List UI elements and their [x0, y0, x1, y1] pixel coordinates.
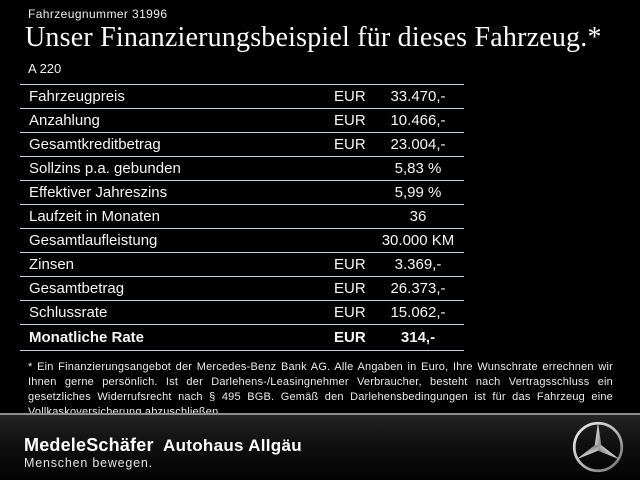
table-row: Fahrzeugpreis EUR 33.470,-	[20, 85, 464, 109]
row-value-area: EUR 33.470,-	[334, 88, 464, 105]
row-currency: EUR	[334, 112, 366, 129]
row-value-area: EUR 314,-	[334, 329, 464, 346]
row-value-area: EUR 10.466,-	[334, 112, 464, 129]
row-value: 5,99 %	[394, 184, 442, 201]
dealer-tagline: Menschen bewegen.	[24, 456, 153, 470]
table-row: Effektiver Jahreszins 5,99 %	[20, 181, 464, 205]
row-currency: EUR	[334, 304, 366, 321]
row-value-area: EUR 15.062,-	[334, 304, 464, 321]
row-value: 10.466,-	[390, 112, 446, 129]
row-value-area: 5,83 %	[334, 160, 464, 177]
row-currency: EUR	[334, 136, 366, 153]
row-value: 5,83 %	[394, 160, 442, 177]
row-label: Zinsen	[29, 256, 75, 273]
row-label: Monatliche Rate	[29, 329, 145, 346]
row-value-area: 36	[334, 208, 464, 225]
row-label: Gesamtkreditbetrag	[29, 136, 161, 153]
row-value: 23.004,-	[390, 136, 446, 153]
row-value: 36	[409, 208, 427, 225]
mercedes-star-icon	[571, 420, 625, 474]
row-value-area: EUR 26.373,-	[334, 280, 464, 297]
row-value-area: EUR 23.004,-	[334, 136, 464, 153]
row-value: 3.369,-	[394, 256, 442, 273]
vehicle-number: Fahrzeugnummer 31996	[28, 7, 168, 21]
row-label: Anzahlung	[29, 112, 100, 129]
row-label: Effektiver Jahreszins	[29, 184, 168, 201]
row-label: Laufzeit in Monaten	[29, 208, 160, 225]
row-label: Fahrzeugpreis	[29, 88, 125, 105]
row-currency: EUR	[334, 256, 366, 273]
table-row: Laufzeit in Monaten 36	[20, 205, 464, 229]
row-value-area: 30.000 KM	[334, 232, 464, 249]
row-currency: EUR	[334, 329, 366, 346]
row-label: Gesamtbetrag	[29, 280, 125, 297]
table-row: Zinsen EUR 3.369,-	[20, 253, 464, 277]
row-value-area: 5,99 %	[334, 184, 464, 201]
row-value-area: EUR 3.369,-	[334, 256, 464, 273]
row-currency: EUR	[334, 280, 366, 297]
dealer-wordmark: MedeleSchäfer	[24, 435, 154, 455]
table-row: Anzahlung EUR 10.466,-	[20, 109, 464, 133]
row-label: Gesamtlaufleistung	[29, 232, 158, 249]
table-row: Gesamtlaufleistung 30.000 KM	[20, 229, 464, 253]
table-row: Schlussrate EUR 15.062,-	[20, 301, 464, 325]
table-row: Gesamtkreditbetrag EUR 23.004,-	[20, 133, 464, 157]
row-currency: EUR	[334, 88, 366, 105]
vehicle-model: A 220	[28, 61, 62, 76]
row-label: Schlussrate	[29, 304, 108, 321]
row-value: 26.373,-	[390, 280, 446, 297]
row-value: 33.470,-	[390, 88, 446, 105]
page-title: Unser Finanzierungsbeispiel für dieses F…	[25, 22, 602, 53]
footer-bar: MedeleSchäfer Autohaus Allgäu Menschen b…	[0, 413, 640, 480]
legal-footnote: * Ein Finanzierungsangebot der Mercedes-…	[28, 361, 613, 418]
row-value: 30.000 KM	[381, 232, 455, 249]
table-row: Monatliche Rate EUR 314,-	[20, 325, 464, 351]
row-value: 15.062,-	[390, 304, 446, 321]
dealer-branch-wordmark: Autohaus Allgäu	[163, 436, 302, 455]
table-row: Sollzins p.a. gebunden 5,83 %	[20, 157, 464, 181]
finance-table: Fahrzeugpreis EUR 33.470,- Anzahlung EUR…	[20, 84, 464, 351]
row-label: Sollzins p.a. gebunden	[29, 160, 181, 177]
table-row: Gesamtbetrag EUR 26.373,-	[20, 277, 464, 301]
row-value: 314,-	[400, 329, 436, 346]
